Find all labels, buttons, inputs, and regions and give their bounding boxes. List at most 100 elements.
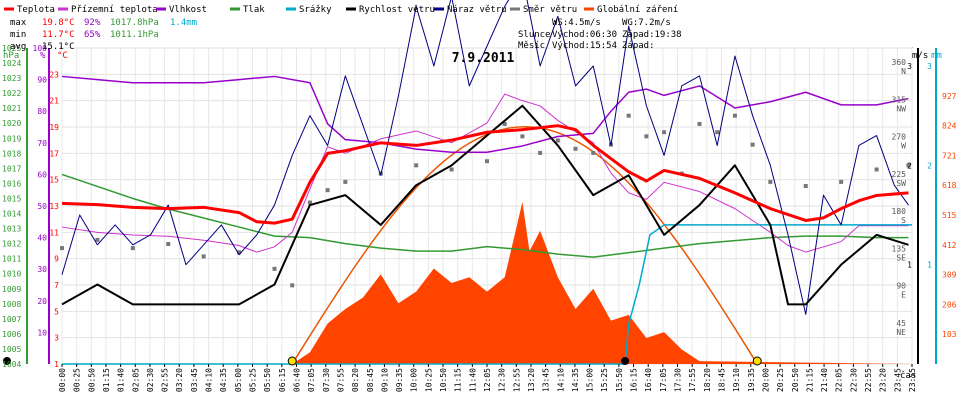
time-tick-label: 22:55 — [864, 368, 873, 392]
time-tick-label: 20:25 — [776, 368, 785, 392]
info-moon-label: Měsíc — [518, 41, 545, 51]
legend-label: Srážky — [299, 5, 332, 15]
hpa-tick-label: 1020 — [2, 119, 21, 128]
wind-direction-point — [555, 138, 560, 143]
direction-tick-label: 315 — [892, 95, 907, 104]
time-tick-label: 06:15 — [278, 368, 287, 392]
wind-tick-label: 2 — [907, 161, 912, 170]
stats-max-pres: 1017.8hPa — [110, 18, 159, 28]
legend-label: Směr větru — [523, 5, 577, 15]
time-tick-label: 06:40 — [292, 368, 301, 392]
info-sunset: Západ:19:38 — [622, 30, 682, 40]
time-tick-label: 19:10 — [732, 368, 741, 392]
wind-direction-point — [697, 121, 702, 126]
time-tick-label: 18:45 — [717, 368, 726, 392]
time-tick-label: 17:30 — [674, 368, 683, 392]
time-tick-label: 01:40 — [117, 368, 126, 392]
direction-tick-label: W — [901, 142, 906, 151]
stats-avg-label: avg — [10, 42, 26, 52]
time-tick-label: 20:00 — [761, 368, 770, 392]
temp-tick-label: 1 — [54, 360, 59, 369]
time-tick-label: 02:30 — [146, 368, 155, 392]
temp-tick-label: 21 — [49, 97, 59, 106]
time-tick-label: 04:35 — [219, 368, 228, 392]
time-tick-label: 00:50 — [87, 368, 96, 392]
time-tick-label: 07:55 — [336, 368, 345, 392]
direction-tick-label: 270 — [892, 133, 907, 142]
hpa-tick-label: 1012 — [2, 240, 21, 249]
wind-direction-point — [520, 134, 525, 139]
time-tick-label: 23:55 — [908, 368, 917, 392]
wind-direction-point — [839, 179, 844, 184]
direction-tick-label: 225 — [892, 170, 907, 179]
hpa-tick-label: 1022 — [2, 89, 21, 98]
wind-direction-point — [906, 163, 911, 168]
time-tick-label: 15:00 — [586, 368, 595, 392]
hpa-tick-label: 1011 — [2, 255, 21, 264]
stats-min-temp: 11.7°C — [42, 30, 75, 40]
info-sunrise: Východ:06:30 — [552, 30, 617, 40]
hpa-tick-label: 1006 — [2, 330, 21, 339]
time-tick-label: 10:50 — [439, 368, 448, 392]
wind-direction-point — [290, 283, 295, 288]
stats-max-hum: 92% — [84, 18, 101, 28]
chart-title: 7.9.2011 — [452, 51, 515, 66]
pct-tick-label: 80 — [37, 107, 47, 116]
wind-direction-point — [201, 254, 206, 259]
stats-block: max 19.8°C 92% 1017.8hPa 1.4mm min 11.7°… — [10, 18, 197, 52]
direction-tick-label: 135 — [892, 244, 907, 253]
stats-max-temp: 19.8°C — [42, 18, 75, 28]
axis-unit-wind: m/s — [912, 51, 928, 61]
hpa-tick-label: 1014 — [2, 210, 21, 219]
time-tick-label: 15:25 — [600, 368, 609, 392]
hpa-tick-label: 1019 — [2, 134, 21, 143]
radiation-tick-label: 412 — [942, 241, 957, 250]
series-layer — [3, 0, 912, 366]
legend-label: Náraz větru — [447, 5, 507, 15]
hpa-tick-label: 1018 — [2, 149, 21, 158]
wind-direction-point — [662, 130, 667, 135]
hpa-tick-label: 1004 — [2, 360, 21, 369]
moonrise-marker — [621, 357, 630, 365]
rain-tick-label: 2 — [927, 161, 932, 170]
time-tick-label: 15:50 — [615, 368, 624, 392]
wind-direction-point — [874, 167, 879, 172]
time-tick-label: 09:35 — [395, 368, 404, 392]
direction-tick-label: NW — [896, 104, 906, 113]
series-gust-line — [61, 0, 909, 315]
pct-tick-label: 30 — [37, 265, 47, 274]
legend: Teplota Přízemní teplota Vlhkost Tlak Srážky… — [4, 5, 678, 15]
wind-direction-point — [130, 246, 135, 251]
legend-label: Tlak — [243, 5, 265, 15]
pct-tick-label: 10 — [37, 328, 47, 337]
temp-tick-label: 19 — [49, 123, 59, 132]
hpa-tick-label: 1005 — [2, 345, 21, 354]
wind-direction-point — [485, 159, 489, 164]
time-tick-label: 21:15 — [805, 368, 814, 392]
hpa-tick-label: 1008 — [2, 300, 21, 309]
temp-tick-label: 9 — [54, 255, 59, 264]
wind-direction-point — [626, 113, 631, 118]
wind-direction-point — [732, 113, 737, 118]
sunset-marker — [752, 356, 762, 366]
stats-avg-temp: 15.1°C — [42, 42, 75, 52]
hpa-tick-label: 1017 — [2, 164, 21, 173]
hpa-tick-label: 1024 — [2, 59, 21, 68]
series-humidity-line — [61, 75, 909, 154]
time-tick-label: 01:15 — [102, 368, 111, 392]
hpa-tick-label: 1007 — [2, 315, 21, 324]
time-tick-label: 04:10 — [205, 368, 214, 392]
pct-tick-label: 100 — [33, 44, 48, 53]
pct-tick-label: 60 — [37, 170, 47, 179]
temp-tick-label: 3 — [54, 334, 59, 343]
time-tick-label: 12:05 — [483, 368, 492, 392]
wind-direction-point — [343, 179, 348, 184]
pct-tick-label: 90 — [37, 76, 47, 85]
time-tick-label: 05:50 — [263, 368, 272, 392]
time-tick-label: 17:55 — [688, 368, 697, 392]
time-tick-label: 22:05 — [835, 368, 844, 392]
time-tick-label: 00:25 — [73, 368, 82, 392]
wind-direction-point — [502, 121, 507, 126]
